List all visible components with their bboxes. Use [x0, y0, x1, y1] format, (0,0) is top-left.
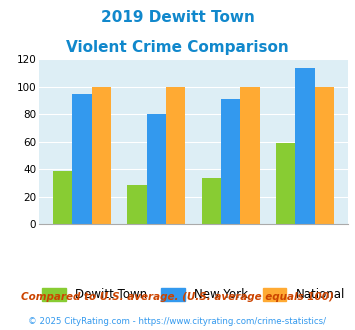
- Bar: [295, 68, 315, 224]
- Bar: [147, 115, 166, 224]
- Legend: Dewitt Town, New York, National: Dewitt Town, New York, National: [37, 283, 350, 306]
- Bar: [202, 178, 221, 224]
- Text: © 2025 CityRating.com - https://www.cityrating.com/crime-statistics/: © 2025 CityRating.com - https://www.city…: [28, 317, 327, 326]
- Bar: [276, 143, 295, 224]
- Bar: [127, 184, 147, 224]
- Bar: [315, 87, 334, 224]
- Text: Violent Crime Comparison: Violent Crime Comparison: [66, 40, 289, 54]
- Bar: [240, 87, 260, 224]
- Text: 2019 Dewitt Town: 2019 Dewitt Town: [100, 10, 255, 25]
- Text: Compared to U.S. average. (U.S. average equals 100): Compared to U.S. average. (U.S. average …: [21, 292, 334, 302]
- Bar: [53, 171, 72, 224]
- Bar: [166, 87, 185, 224]
- Bar: [72, 94, 92, 224]
- Bar: [221, 99, 240, 224]
- Bar: [92, 87, 111, 224]
